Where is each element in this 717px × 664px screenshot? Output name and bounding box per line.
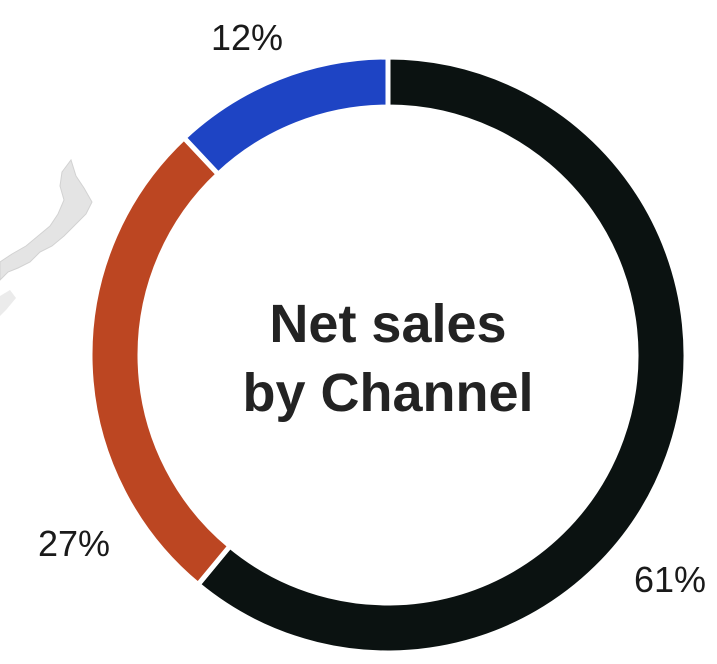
chart-title: Net sales by Channel [178,290,598,428]
chart-title-line-2: by Channel [178,359,598,428]
slice-label-27: 27% [38,526,110,562]
chart-title-line-1: Net sales [178,290,598,359]
slice-label-61: 61% [634,562,706,598]
slice-label-12: 12% [211,20,283,56]
donut-slice-2 [184,57,388,174]
